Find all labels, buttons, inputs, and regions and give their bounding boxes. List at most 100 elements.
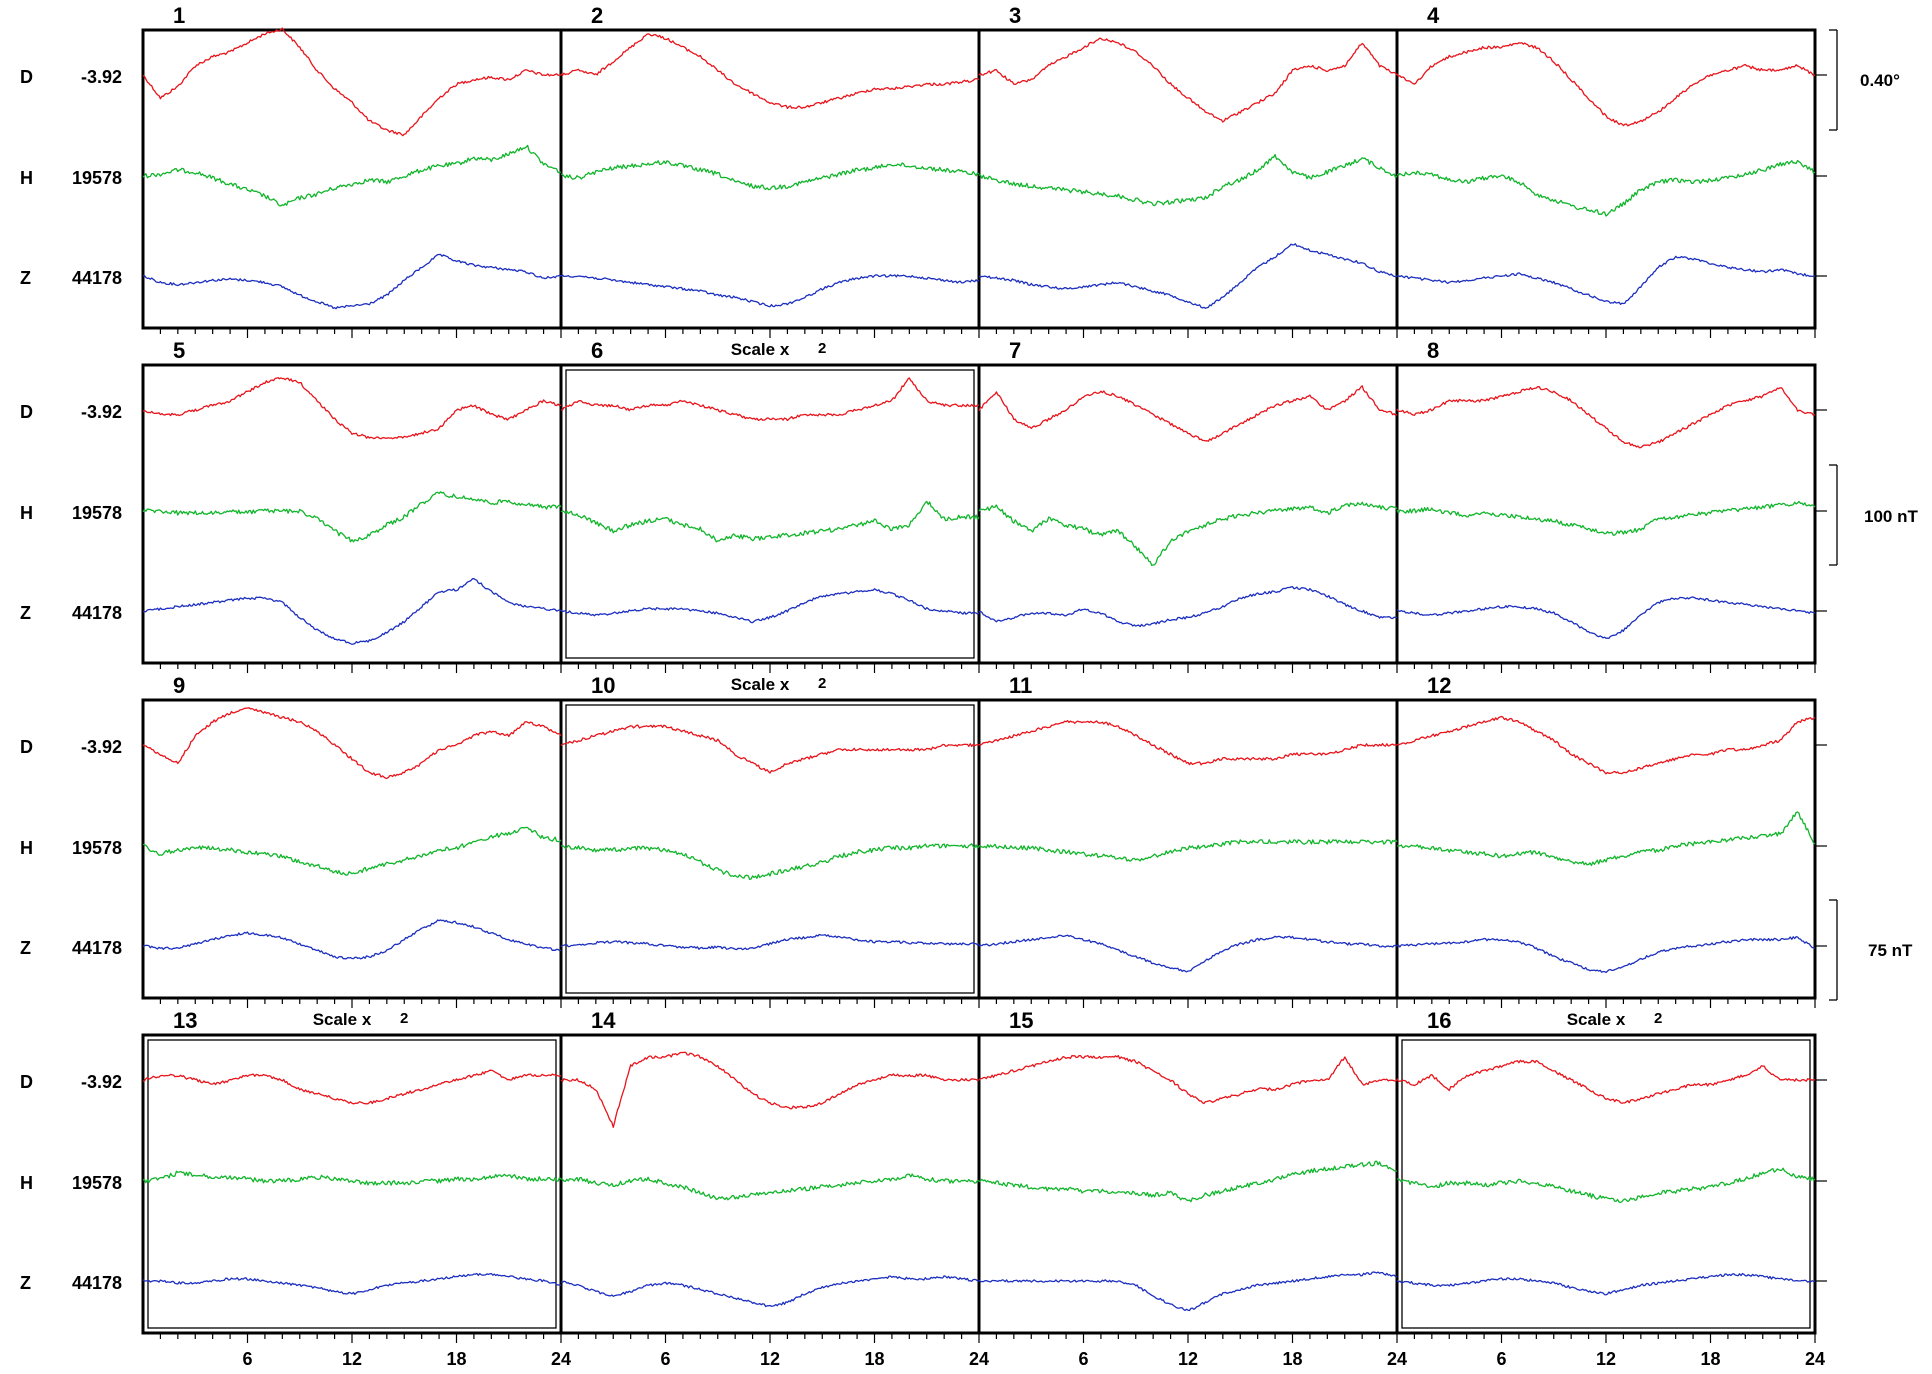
trace-D-day-14 xyxy=(561,1052,979,1127)
component-label-Z: Z xyxy=(20,603,31,623)
trace-H-day-13 xyxy=(143,1171,561,1185)
trace-Z-day-9 xyxy=(143,920,561,959)
trace-H-day-7 xyxy=(979,502,1397,565)
panel-frames xyxy=(143,30,1815,1333)
baseline-value-Z: 44178 xyxy=(72,1273,122,1293)
trace-D-day-4 xyxy=(1397,43,1815,126)
trace-H-day-15 xyxy=(979,1161,1397,1201)
component-label-H: H xyxy=(20,838,33,858)
trace-H-day-4 xyxy=(1397,161,1815,217)
trace-H-day-12 xyxy=(1397,812,1815,865)
day-number: 5 xyxy=(173,338,185,363)
scale-note: Scale x xyxy=(731,340,790,359)
x-tick-label: 6 xyxy=(1496,1349,1506,1369)
x-tick-label: 6 xyxy=(660,1349,670,1369)
x-tick-label: 24 xyxy=(1805,1349,1825,1369)
trace-H-day-2 xyxy=(561,161,979,190)
scale-factor: 2 xyxy=(818,340,826,357)
component-label-H: H xyxy=(20,503,33,523)
trace-H-day-3 xyxy=(979,155,1397,206)
trace-Z-day-1 xyxy=(143,254,561,308)
x-tick-label: 12 xyxy=(1178,1349,1198,1369)
day-number: 2 xyxy=(591,3,603,28)
day-number: 4 xyxy=(1427,3,1440,28)
scale-bars: 0.40° 100 nT 75 nT xyxy=(1829,30,1918,1000)
trace-D-day-11 xyxy=(979,721,1397,765)
trace-Z-day-6 xyxy=(561,589,979,623)
scale-factor: 2 xyxy=(1654,1010,1662,1027)
trace-Z-day-2 xyxy=(561,275,979,307)
day-number: 13 xyxy=(173,1008,197,1033)
x-tick-label: 18 xyxy=(864,1349,884,1369)
scale-factor: 2 xyxy=(818,675,826,692)
trace-D-day-6 xyxy=(561,378,979,421)
scale-note: Scale x xyxy=(1567,1010,1626,1029)
trace-H-day-11 xyxy=(979,840,1397,861)
component-label-H: H xyxy=(20,1173,33,1193)
x-tick-label: 6 xyxy=(1078,1349,1088,1369)
x-tick-label: 12 xyxy=(1596,1349,1616,1369)
trace-Z-day-13 xyxy=(143,1274,561,1295)
day-number: 3 xyxy=(1009,3,1021,28)
baseline-value-Z: 44178 xyxy=(72,938,122,958)
trace-H-day-1 xyxy=(143,145,561,205)
component-label-Z: Z xyxy=(20,268,31,288)
scale-note: Scale x xyxy=(313,1010,372,1029)
trace-D-day-1 xyxy=(143,28,561,136)
scaled-panel-frame xyxy=(566,370,974,658)
trace-Z-day-5 xyxy=(143,579,561,645)
trace-H-day-5 xyxy=(143,492,561,542)
baseline-value-H: 19578 xyxy=(72,838,122,858)
trace-H-day-9 xyxy=(143,827,561,875)
trace-H-day-10 xyxy=(561,844,979,880)
day-number: 6 xyxy=(591,338,603,363)
trace-D-day-10 xyxy=(561,725,979,773)
x-tick-label: 12 xyxy=(342,1349,362,1369)
trace-Z-day-15 xyxy=(979,1272,1397,1311)
day-number: 9 xyxy=(173,673,185,698)
baseline-value-Z: 44178 xyxy=(72,603,122,623)
scale-factor: 2 xyxy=(400,1010,408,1027)
component-label-H: H xyxy=(20,168,33,188)
trace-D-day-3 xyxy=(979,38,1397,122)
trace-D-day-9 xyxy=(143,708,561,779)
trace-H-day-16 xyxy=(1397,1168,1815,1202)
component-label-D: D xyxy=(20,1072,33,1092)
scale-note: Scale x xyxy=(731,675,790,694)
trace-H-day-14 xyxy=(561,1174,979,1200)
trace-D-day-15 xyxy=(979,1056,1397,1104)
component-label-D: D xyxy=(20,402,33,422)
x-tick-label: 6 xyxy=(242,1349,252,1369)
trace-Z-day-11 xyxy=(979,935,1397,972)
trace-D-day-16 xyxy=(1397,1060,1815,1103)
trace-D-day-12 xyxy=(1397,717,1815,774)
trace-Z-day-3 xyxy=(979,244,1397,308)
trace-Z-day-8 xyxy=(1397,597,1815,638)
trace-D-day-2 xyxy=(561,34,979,109)
scale-bar-label: 100 nT xyxy=(1864,507,1918,526)
x-tick-label: 18 xyxy=(1282,1349,1302,1369)
day-number: 1 xyxy=(173,3,185,28)
scale-bar-label: 0.40° xyxy=(1860,71,1900,90)
trace-Z-day-16 xyxy=(1397,1274,1815,1295)
day-number: 15 xyxy=(1009,1008,1033,1033)
trace-D-day-13 xyxy=(143,1070,561,1104)
day-number: 12 xyxy=(1427,673,1451,698)
trace-Z-day-12 xyxy=(1397,937,1815,973)
baseline-value-H: 19578 xyxy=(72,503,122,523)
baseline-value-D: -3.92 xyxy=(81,402,122,422)
scale-bar-label: 75 nT xyxy=(1868,941,1913,960)
scaled-panel-frame xyxy=(1402,1040,1810,1328)
x-tick-label: 12 xyxy=(760,1349,780,1369)
x-tick-label: 24 xyxy=(551,1349,571,1369)
trace-H-day-8 xyxy=(1397,502,1815,536)
baseline-value-H: 19578 xyxy=(72,168,122,188)
day-number: 14 xyxy=(591,1008,616,1033)
component-label-Z: Z xyxy=(20,1273,31,1293)
trace-Z-day-14 xyxy=(561,1276,979,1307)
tick-marks xyxy=(160,75,1827,1343)
baseline-value-Z: 44178 xyxy=(72,268,122,288)
trace-D-day-8 xyxy=(1397,387,1815,448)
